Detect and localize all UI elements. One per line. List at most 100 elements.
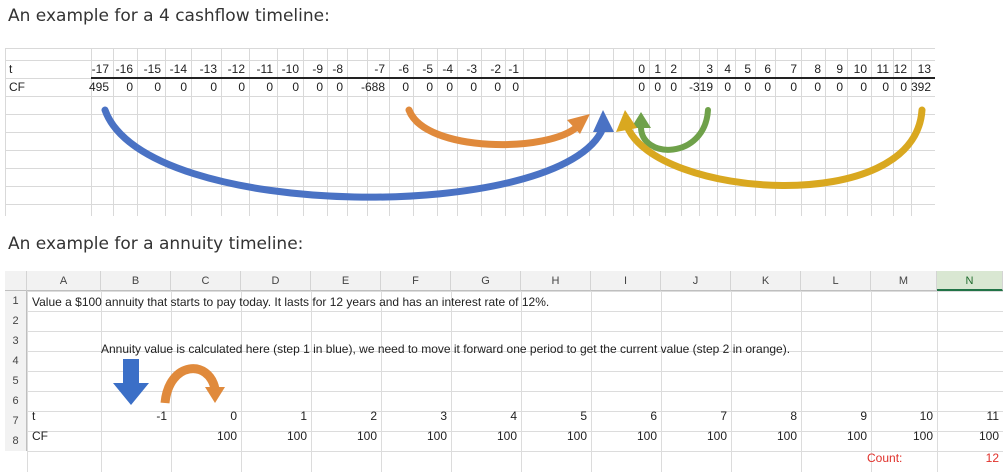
timeline-t-value: 2 [670,62,677,76]
annuity-cf-value: 100 [706,429,727,443]
row-header-4[interactable]: 4 [5,351,27,371]
gold-arrow [623,106,926,189]
annuity-t-value: 5 [580,409,587,423]
timeline-gridlines [5,48,935,216]
timeline-t-value: 9 [836,62,843,76]
annuity-cf-label: CF [32,429,48,443]
timeline-cf-value: 0 [900,80,907,94]
timeline-cf-value: -688 [360,80,385,94]
annuity-t-value: 8 [790,409,797,423]
annuity-cf-value: 100 [286,429,307,443]
timeline-cf-value: 0 [336,80,343,94]
annuity-t-value: 10 [919,409,933,423]
timeline-cf-value: 0 [860,80,867,94]
timeline-cf-label: CF [9,80,25,94]
annuity-t-value: 1 [300,409,307,423]
annuity-cf-value: 100 [356,429,377,443]
column-header-b[interactable]: B [101,271,171,291]
cashflow-timeline-figure: t CF -17 -16 -15 -14 -13 -12 -11 -10 -9 -8 -7 -6 -5-… [5,48,935,216]
column-header-m[interactable]: M [871,271,937,291]
column-header-n[interactable]: N [937,271,1003,291]
timeline-t-value: -4 [442,62,453,76]
timeline-cf-value: 0 [638,80,645,94]
timeline-cf-value: 0 [426,80,433,94]
timeline-t-value: -14 [169,62,187,76]
blue-down-arrow [113,359,149,405]
timeline-cf-value: 0 [724,80,731,94]
timeline-t-value: 12 [893,62,907,76]
row-header-5[interactable]: 5 [5,371,27,391]
annuity-description: Value a $100 annuity that starts to pay … [32,295,550,309]
timeline-cf-value: 0 [670,80,677,94]
orange-curve-arrow [160,364,220,404]
timeline-cf-value: 0 [154,80,161,94]
annuity-cf-value: 100 [496,429,517,443]
annuity-t-value: 11 [986,409,999,423]
timeline-cf-value: 392 [910,80,931,94]
timeline-t-value: -1 [508,62,519,76]
step-arrows [113,359,225,405]
row-header-3[interactable]: 3 [5,331,27,351]
column-header-l[interactable]: L [801,271,871,291]
timeline-t-value: 5 [744,62,751,76]
annuity-cf-value: 100 [846,429,867,443]
row-header-2[interactable]: 2 [5,311,27,331]
timeline-cf-value: 0 [446,80,453,94]
timeline-t-value: 7 [790,62,797,76]
timeline-cf-value: 0 [836,80,843,94]
annuity-t-value: 2 [370,409,377,423]
orange-arrowhead [567,114,590,134]
orange-arrow [405,106,582,149]
timeline-cf-value: 495 [88,80,109,94]
timeline-cf-value: 0 [814,80,821,94]
timeline-cf-value: 0 [790,80,797,94]
cashflow-timeline-heading: An example for a 4 cashflow timeline: [8,6,330,26]
timeline-t-value: -7 [374,62,385,76]
timeline-t-value: -9 [312,62,323,76]
timeline-t-value: -12 [227,62,245,76]
column-header-c[interactable]: C [171,271,241,291]
annuity-t-value: 0 [230,409,237,423]
column-header-h[interactable]: H [521,271,591,291]
timeline-cf-value: 0 [470,80,477,94]
timeline-cf-value: 0 [238,80,245,94]
row-header-8[interactable]: 8 [5,431,27,451]
timeline-t-value: -3 [466,62,477,76]
row-header-7[interactable]: 7 [5,411,27,431]
timeline-t-value: 4 [724,62,731,76]
column-header-k[interactable]: K [731,271,801,291]
timeline-t-value: -6 [398,62,409,76]
annuity-cf-value: 100 [426,429,447,443]
column-header-d[interactable]: D [241,271,311,291]
timeline-cf-value: 0 [654,80,661,94]
gold-arrowhead [616,110,637,132]
column-header-f[interactable]: F [381,271,451,291]
green-arrow [637,107,711,153]
timeline-t-value: -15 [143,62,161,76]
timeline-t-value: 8 [814,62,821,76]
annuity-gridlines [27,291,1003,472]
timeline-cf-value: 0 [744,80,751,94]
timeline-t-value: 0 [638,62,645,76]
timeline-t-value: -2 [490,62,501,76]
timeline-cf-value: 0 [512,80,519,94]
timeline-t-value: 3 [706,62,713,76]
row-header-1[interactable]: 1 [5,291,27,311]
orange-curve-arrowhead [205,387,225,403]
select-all-corner[interactable] [5,271,27,291]
annuity-t-value: 9 [860,409,867,423]
column-header-a[interactable]: A [27,271,101,291]
column-header-e[interactable]: E [311,271,381,291]
blue-arrow [101,106,607,201]
column-header-i[interactable]: I [591,271,661,291]
column-header-g[interactable]: G [451,271,521,291]
timeline-t-value: 11 [876,62,889,76]
timeline-t-value: -5 [422,62,433,76]
timeline-t-value: -17 [91,62,109,76]
row-header-6[interactable]: 6 [5,391,27,411]
timeline-t-value: 6 [764,62,771,76]
timeline-cf-value: 0 [494,80,501,94]
column-header-j[interactable]: J [661,271,731,291]
timeline-t-value: -16 [115,62,133,76]
timeline-t-value: -11 [256,62,273,76]
